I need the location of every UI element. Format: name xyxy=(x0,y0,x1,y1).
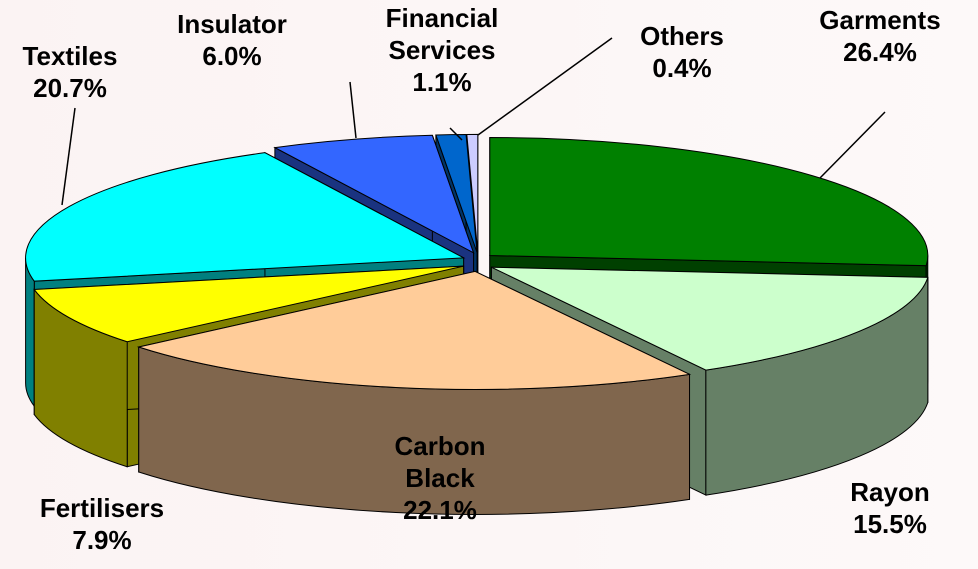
category-label: Textiles xyxy=(22,41,118,71)
slice-top xyxy=(273,134,475,254)
value-label: 22.1% xyxy=(403,495,477,525)
category-label: Carbon Black xyxy=(394,431,486,493)
slice-top xyxy=(33,265,464,343)
slice-label: Carbon Black 22.1% xyxy=(375,430,505,526)
leader-line xyxy=(349,81,357,139)
category-label: Insulator xyxy=(177,9,287,39)
value-label: 26.4% xyxy=(843,37,917,67)
value-label: 15.5% xyxy=(853,509,927,539)
slice-label: Financial Services 1.1% xyxy=(372,2,512,98)
slice-label: Others 0.4% xyxy=(627,20,737,84)
value-label: 20.7% xyxy=(33,73,107,103)
leader-line xyxy=(477,37,613,136)
value-label: 7.9% xyxy=(72,525,132,555)
leader-line xyxy=(61,107,76,206)
category-label: Financial Services xyxy=(385,3,499,65)
slice-label: Rayon 15.5% xyxy=(820,476,960,540)
category-label: Others xyxy=(640,21,724,51)
leader-line xyxy=(449,127,463,141)
leader-line xyxy=(819,111,886,179)
slice-label: Insulator 6.0% xyxy=(157,8,307,72)
slice-label: Textiles 20.7% xyxy=(0,40,145,104)
slice-top xyxy=(491,266,929,371)
value-label: 6.0% xyxy=(202,41,262,71)
slice-top xyxy=(435,133,478,253)
category-label: Rayon xyxy=(850,477,930,507)
slice xyxy=(136,270,692,515)
slice-top xyxy=(136,270,692,390)
category-label: Garments xyxy=(819,5,941,35)
slice-label: Fertilisers 7.9% xyxy=(2,492,202,556)
value-label: 1.1% xyxy=(412,67,472,97)
value-label: 0.4% xyxy=(652,53,712,83)
slice-top xyxy=(25,152,466,282)
slice-top xyxy=(489,137,929,267)
slice-label: Garments 26.4% xyxy=(795,4,965,68)
category-label: Fertilisers xyxy=(39,493,165,523)
